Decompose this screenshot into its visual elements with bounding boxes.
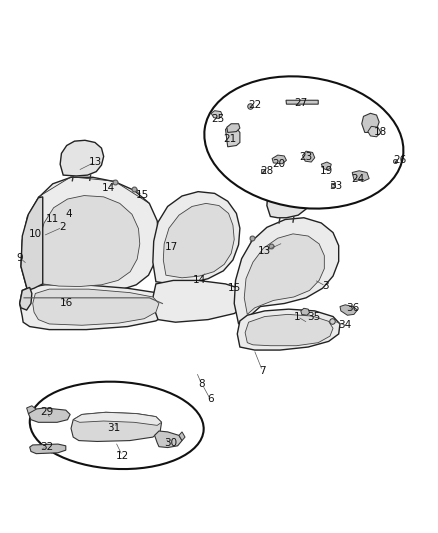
Text: 12: 12	[116, 451, 129, 461]
Polygon shape	[21, 177, 159, 294]
Ellipse shape	[30, 382, 204, 469]
Polygon shape	[368, 126, 381, 137]
Polygon shape	[340, 305, 357, 315]
Text: 23: 23	[300, 152, 313, 162]
Polygon shape	[33, 289, 159, 325]
Ellipse shape	[204, 76, 403, 208]
Text: 19: 19	[320, 166, 334, 176]
Polygon shape	[303, 151, 315, 162]
Text: 15: 15	[136, 190, 149, 200]
Text: 13: 13	[258, 246, 271, 256]
Text: 3: 3	[322, 281, 329, 291]
Text: 14: 14	[101, 183, 115, 193]
Polygon shape	[227, 124, 240, 133]
Text: 27: 27	[294, 98, 307, 108]
Polygon shape	[352, 171, 369, 181]
Text: 15: 15	[228, 283, 241, 293]
Polygon shape	[301, 308, 310, 315]
Text: 29: 29	[40, 407, 54, 417]
Polygon shape	[153, 192, 240, 284]
Polygon shape	[20, 287, 32, 310]
Text: 35: 35	[307, 312, 321, 322]
Text: 32: 32	[40, 442, 54, 452]
Text: 13: 13	[88, 157, 102, 167]
Polygon shape	[226, 127, 240, 147]
Text: 18: 18	[374, 126, 388, 136]
Text: 6: 6	[207, 394, 214, 404]
Polygon shape	[272, 155, 286, 164]
Polygon shape	[245, 314, 333, 346]
Polygon shape	[28, 408, 70, 422]
Polygon shape	[20, 285, 169, 329]
Text: 16: 16	[60, 298, 73, 309]
Polygon shape	[37, 196, 140, 287]
Text: 21: 21	[223, 134, 237, 144]
Text: 20: 20	[272, 159, 286, 169]
Polygon shape	[244, 234, 324, 314]
Text: 36: 36	[346, 303, 360, 313]
Text: 17: 17	[165, 242, 178, 252]
Polygon shape	[237, 309, 340, 350]
Polygon shape	[30, 444, 66, 454]
Polygon shape	[211, 111, 223, 118]
Polygon shape	[60, 140, 104, 176]
Polygon shape	[267, 182, 310, 218]
Text: 24: 24	[352, 174, 365, 184]
Text: 31: 31	[107, 423, 120, 433]
Text: 22: 22	[248, 100, 261, 110]
Text: 30: 30	[164, 438, 177, 448]
Polygon shape	[234, 218, 339, 324]
Text: 34: 34	[339, 320, 352, 330]
Text: 9: 9	[16, 253, 23, 263]
Text: 14: 14	[193, 274, 206, 285]
Text: 26: 26	[393, 155, 406, 165]
Text: 11: 11	[46, 214, 60, 224]
Polygon shape	[21, 197, 43, 290]
Text: 4: 4	[66, 209, 72, 219]
Text: 7: 7	[259, 366, 266, 376]
Polygon shape	[71, 413, 162, 441]
Text: 1: 1	[294, 312, 300, 321]
Polygon shape	[179, 432, 185, 441]
Polygon shape	[286, 100, 318, 104]
Polygon shape	[155, 431, 182, 448]
Polygon shape	[321, 162, 331, 170]
Polygon shape	[27, 406, 36, 414]
Text: 28: 28	[260, 166, 273, 176]
Text: 33: 33	[329, 181, 342, 191]
Text: 25: 25	[212, 114, 225, 124]
Polygon shape	[73, 413, 162, 425]
Polygon shape	[163, 204, 234, 278]
Polygon shape	[153, 280, 246, 322]
Text: 10: 10	[29, 229, 42, 239]
Polygon shape	[362, 114, 379, 133]
Text: 8: 8	[198, 379, 205, 389]
Text: 2: 2	[59, 222, 66, 232]
